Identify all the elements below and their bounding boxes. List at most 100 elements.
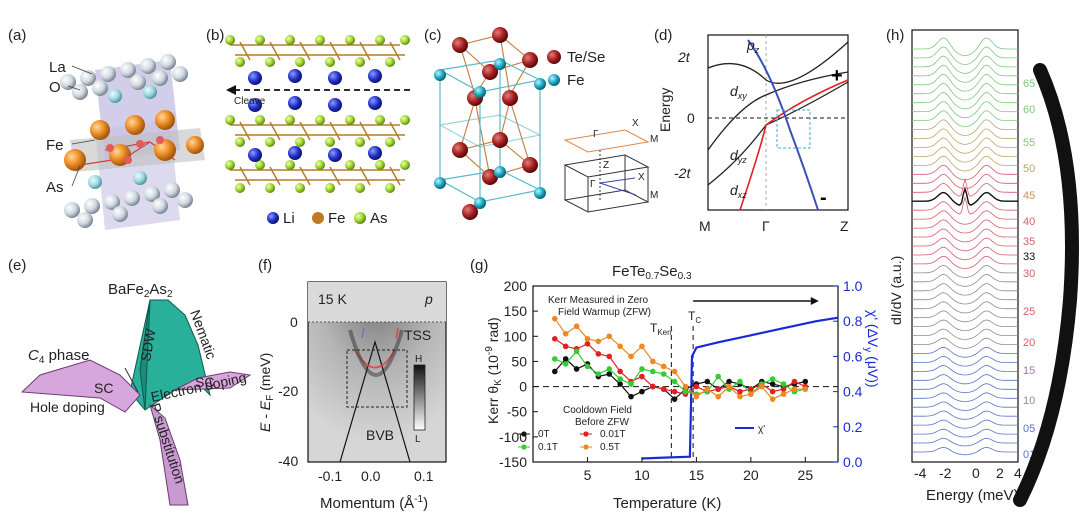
ytick-d-2t: 2t	[677, 49, 691, 65]
data-point-0.01T	[715, 386, 721, 392]
temperature-label: 50	[1023, 163, 1035, 175]
spectrum-line	[912, 137, 1018, 154]
legend-entry-05t: 0.5T	[600, 442, 620, 453]
band-structure-d	[707, 34, 849, 211]
xtick-label: 10	[634, 467, 650, 483]
ylabel-d: Energy	[657, 88, 673, 132]
xtick-label: 20	[743, 467, 759, 483]
cleave-label: Cleave	[234, 96, 266, 107]
xtick-d-gamma: Γ	[762, 218, 770, 234]
temperature-label: 45	[1023, 190, 1035, 202]
spectrum-line	[912, 37, 1018, 57]
spectrum-line	[912, 110, 1018, 128]
arpes-temp: 15 K	[318, 291, 347, 307]
chi-series-line	[641, 316, 839, 460]
legend-marker-0.1T	[521, 444, 527, 450]
atom-label-o: O	[49, 79, 61, 96]
spectrum-line	[912, 237, 1018, 252]
atom-label-la: La	[49, 59, 66, 76]
data-point-0.1T	[715, 373, 721, 380]
xlabel-h: Energy (meV)	[926, 487, 1019, 504]
legend-title-1: Cooldown Field	[563, 405, 632, 416]
data-point-0.01T	[606, 353, 613, 360]
spectrum-line	[912, 383, 1018, 394]
ytick-f-0: 0	[290, 314, 298, 330]
scale-high: H	[415, 354, 422, 365]
spectrum-line	[912, 337, 1018, 349]
legend-marker-0.5T	[583, 444, 589, 450]
data-point-0.01T	[551, 336, 558, 342]
data-point-0.5T	[758, 383, 765, 390]
ytick-label-left: 200	[504, 278, 528, 294]
data-point-0T	[769, 381, 776, 387]
phase-diagram-e	[20, 299, 252, 506]
kerr-note-1: Kerr Measured in Zero	[548, 295, 648, 306]
ytick-label-left: -50	[507, 404, 527, 420]
data-point-0T	[802, 378, 809, 385]
data-point-0.01T	[671, 388, 678, 395]
data-point-0T	[606, 371, 613, 377]
xtick-h-neg4: -4	[914, 465, 927, 481]
legend-entry-01t: 0.1T	[538, 442, 558, 453]
spectrum-line	[912, 419, 1018, 429]
band-label-dxz: dxz	[730, 182, 747, 200]
data-point-0T	[628, 393, 634, 400]
spectrum-line	[912, 428, 1018, 438]
c4-phase-label: C4 phase	[28, 347, 89, 366]
temperature-label: 25	[1023, 306, 1035, 318]
data-point-0.5T	[726, 383, 732, 390]
data-point-0.01T	[693, 383, 700, 390]
bz-gamma-bar: Γ	[593, 129, 599, 140]
scale-low: L	[415, 434, 421, 445]
bvb-label: BVB	[366, 427, 394, 443]
legend-entry-chi: χ'	[758, 424, 765, 435]
arpes-image-f	[307, 281, 447, 463]
band-label-pz: pz	[746, 37, 760, 55]
crystal-structure-b	[225, 35, 410, 224]
warmup-arrowhead	[810, 297, 819, 305]
region-sdw: SDW	[137, 327, 159, 363]
spectrum-line	[912, 410, 1018, 420]
data-point-0.5T	[682, 383, 689, 390]
panel-label-h: (h)	[886, 27, 904, 44]
crystal-structure-c	[434, 27, 650, 220]
data-point-0.01T	[562, 343, 569, 350]
spectrum-line	[912, 328, 1018, 340]
data-point-0.1T	[584, 363, 591, 370]
ytick-label-right: 0.4	[843, 384, 863, 400]
data-point-0.5T	[573, 323, 580, 330]
spectrum-line	[912, 164, 1018, 181]
panel-label-a: (a)	[8, 27, 26, 44]
data-point-0.1T	[780, 381, 787, 387]
chart-title-g: FeTe0.7Se0.3	[612, 263, 692, 282]
data-point-0.01T	[791, 378, 798, 385]
xtick-h-0: 0	[972, 465, 980, 481]
ytick-label-right: 0.6	[843, 348, 863, 364]
spectrum-line	[912, 64, 1018, 83]
spectrum-line	[912, 92, 1018, 110]
bz-x-bar: X	[632, 118, 639, 129]
data-point-0.5T	[715, 393, 721, 400]
spectrum-line	[912, 155, 1018, 172]
data-point-0.1T	[737, 378, 743, 385]
hole-doping-label: Hole doping	[30, 399, 105, 415]
data-point-0.01T	[737, 388, 743, 395]
panel-label-d: (d)	[654, 27, 672, 44]
legend-tese: Te/Se	[567, 49, 605, 66]
spectrum-line	[912, 365, 1018, 376]
ytick-f-40: -40	[278, 453, 298, 469]
data-point-0.5T	[650, 358, 656, 365]
xtick-h-4: 4	[1014, 465, 1022, 481]
ylabel-g-left: Kerr θK (10-9 rad)	[484, 317, 504, 424]
data-point-0.1T	[769, 376, 776, 382]
xtick-label: 25	[798, 467, 814, 483]
spectrum-line	[912, 177, 1018, 197]
xtick-h-neg2: -2	[939, 465, 952, 481]
legend-fe-b: Fe	[328, 210, 346, 227]
spectrum-line	[912, 210, 1018, 225]
xtick-label: 5	[584, 467, 592, 483]
band-minus: -	[820, 187, 827, 209]
spectrum-line	[912, 196, 1018, 215]
xtick-d-z: Z	[840, 218, 849, 234]
xtick-f-0: 0.0	[361, 468, 381, 484]
